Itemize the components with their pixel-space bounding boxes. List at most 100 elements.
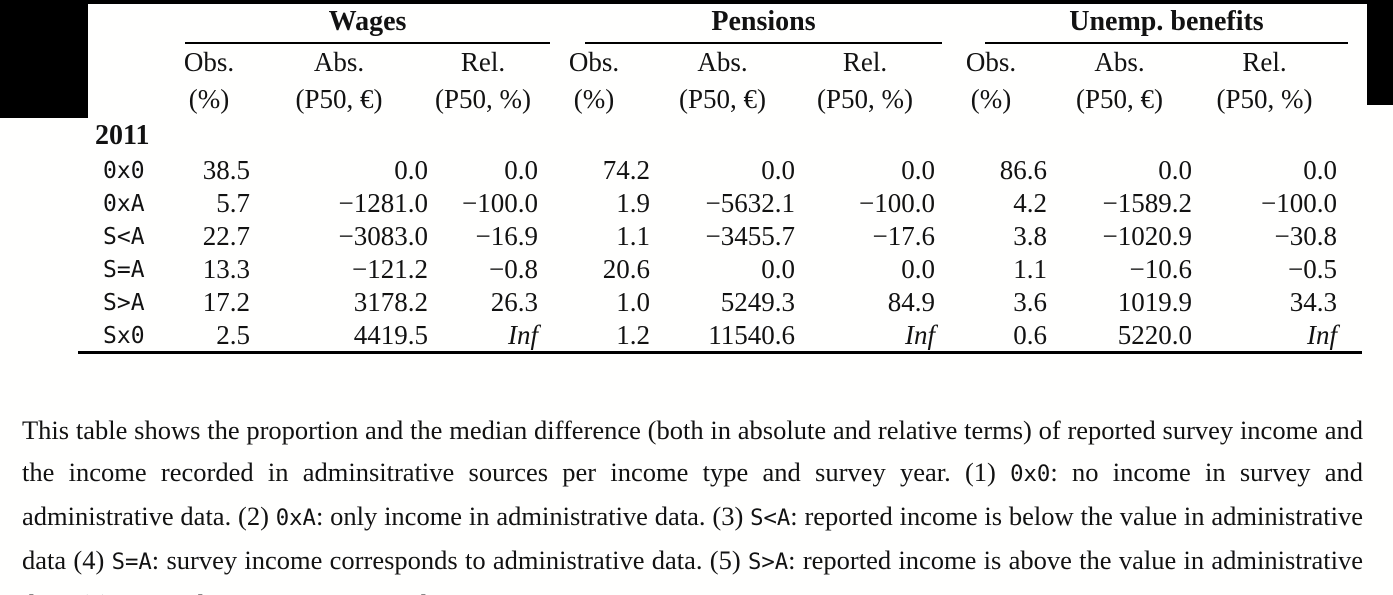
row-label: Sx0 xyxy=(103,322,145,349)
table-cell: 84.9 xyxy=(887,287,935,317)
table-cell: 0.0 xyxy=(901,254,935,284)
column-header-row: Obs. Abs. Rel. Obs. Abs. Rel. Obs. Abs. … xyxy=(78,44,1337,80)
redaction-block-top-left xyxy=(0,0,88,118)
unit-header-row: (%) (P50, €) (P50, %) (%) (P50, €) (P50,… xyxy=(78,80,1337,118)
table-cell: 0.0 xyxy=(1158,155,1192,185)
code-span-S-eq-A: S=A xyxy=(111,548,152,575)
caption-text: : no income in survey and administrative… xyxy=(22,456,1364,531)
code-span-Sx0: Sx0 xyxy=(117,593,157,595)
group-header-unemp-benefits: Unemp. benefits xyxy=(935,4,1348,44)
table-cell: 1.1 xyxy=(1013,254,1047,284)
table-cell: 26.3 xyxy=(490,287,538,317)
caption-text: : reported income is below the value in … xyxy=(22,500,1363,575)
unit-header-p50-eur: (P50, €) xyxy=(679,83,766,114)
table-cell: 17.2 xyxy=(202,287,250,317)
group-header-row: Wages Pensions Unemp. benefits xyxy=(78,4,1348,44)
caption-text: This table shows the proportion and the … xyxy=(22,414,1363,487)
table-cell: 0.0 xyxy=(761,254,795,284)
table-cell: 1.0 xyxy=(616,287,650,317)
table-row: 0xA 5.7 −1281.0 −100.0 1.9 −5632.1 −100.… xyxy=(78,187,1337,220)
table-cell: −0.5 xyxy=(1288,254,1337,284)
table-cell: −100.0 xyxy=(859,188,935,218)
unit-header-pct: (%) xyxy=(573,83,615,114)
col-header-obs: Obs. xyxy=(965,46,1017,77)
table-cell: −1281.0 xyxy=(338,188,428,218)
table-cell: −100.0 xyxy=(1261,188,1337,218)
table-row: 0x0 38.5 0.0 0.0 74.2 0.0 0.0 86.6 0.0 0… xyxy=(78,154,1337,187)
caption-text: : survey income corresponds to administr… xyxy=(151,544,748,575)
caption-text: : reported income is above the value in … xyxy=(22,544,1363,595)
table-cell: Inf xyxy=(1307,320,1337,350)
table-cell: 4.2 xyxy=(1013,188,1047,218)
group-header-pensions: Pensions xyxy=(538,4,942,44)
table-cell: 3.8 xyxy=(1013,221,1047,251)
table-cell: 86.6 xyxy=(999,155,1047,185)
table-cell: 5249.3 xyxy=(720,287,795,317)
table-row: S>A 17.2 3178.2 26.3 1.0 5249.3 84.9 3.6… xyxy=(78,286,1337,319)
caption: This table shows the proportion and the … xyxy=(22,409,1363,595)
table-cell: 11540.6 xyxy=(708,320,795,350)
table-cell: 0.6 xyxy=(1013,320,1047,350)
table-cell: −16.9 xyxy=(475,221,538,251)
code-span-S-gt-A: S>A xyxy=(747,548,789,575)
table-cell: 1019.9 xyxy=(1117,287,1192,317)
redaction-block-top-right xyxy=(1367,0,1393,105)
table-cell: −3083.0 xyxy=(338,221,428,251)
table-cell: Inf xyxy=(508,320,538,350)
table-cell: 3178.2 xyxy=(353,287,428,317)
table-cell: −30.8 xyxy=(1274,221,1337,251)
unit-header-pct: (%) xyxy=(970,83,1012,114)
row-label: 0xA xyxy=(103,190,145,217)
year-row: 2011 xyxy=(78,118,1337,154)
unit-header-p50-pct: (P50, %) xyxy=(817,83,913,114)
results-table: Wages Pensions Unemp. benefits Obs. Abs.… xyxy=(78,4,1348,352)
unit-header-p50-pct: (P50, %) xyxy=(1216,83,1313,114)
col-header-abs: Abs. xyxy=(313,46,365,77)
table-bottom-rule xyxy=(78,351,1362,354)
table-cell: 13.3 xyxy=(202,254,250,284)
spacer-cell xyxy=(78,80,168,118)
col-header-rel: Rel. xyxy=(460,46,506,77)
table-cell: −1020.9 xyxy=(1102,221,1192,251)
group-title-unemp-benefits: Unemp. benefits xyxy=(1069,6,1264,37)
table-cell: 22.7 xyxy=(202,221,250,251)
spacer-cell xyxy=(78,44,168,80)
table-row: S=A 13.3 −121.2 −0.8 20.6 0.0 0.0 1.1 −1… xyxy=(78,253,1337,286)
table-cell: −17.6 xyxy=(872,221,935,251)
table-cell: 0.0 xyxy=(761,155,795,185)
year-label: 2011 xyxy=(95,120,150,151)
table-row: Sx0 2.5 4419.5 Inf 1.2 11540.6 Inf 0.6 5… xyxy=(78,319,1337,352)
col-header-obs: Obs. xyxy=(183,46,235,77)
row-label: S=A xyxy=(103,256,145,283)
table-cell: 3.6 xyxy=(1013,287,1047,317)
table-cell: Inf xyxy=(905,320,935,350)
table-cell: −5632.1 xyxy=(705,188,795,218)
code-span-0xA: 0xA xyxy=(275,504,316,531)
table-cell: −121.2 xyxy=(352,254,428,284)
unit-header-pct: (%) xyxy=(188,83,230,114)
table-cell: 38.5 xyxy=(202,155,250,185)
caption-text: : only income in administrative data. (3… xyxy=(315,500,751,531)
table-row: S<A 22.7 −3083.0 −16.9 1.1 −3455.7 −17.6… xyxy=(78,220,1337,253)
spacer-cell xyxy=(78,4,168,44)
code-span-0x0: 0x0 xyxy=(1010,460,1051,487)
unit-header-p50-eur: (P50, €) xyxy=(295,83,383,114)
table-cell: 0.0 xyxy=(394,155,428,185)
table-cell: 34.3 xyxy=(1289,287,1337,317)
group-title-wages: Wages xyxy=(328,6,407,37)
col-header-abs: Abs. xyxy=(697,46,748,77)
caption-text: : only income in survey data. xyxy=(157,589,465,595)
table-cell: 1.9 xyxy=(616,188,650,218)
table-cell: 0.0 xyxy=(504,155,538,185)
table-cell: 20.6 xyxy=(602,254,650,284)
table-top-rule xyxy=(0,0,1393,4)
table-cell: −100.0 xyxy=(462,188,538,218)
row-label: S<A xyxy=(103,223,145,250)
table-cell: 2.5 xyxy=(216,320,250,350)
table-cell: −3455.7 xyxy=(705,221,795,251)
table-cell: 1.2 xyxy=(616,320,650,350)
code-span-S-lt-A: S<A xyxy=(750,504,791,531)
col-header-abs: Abs. xyxy=(1094,46,1145,77)
group-title-pensions: Pensions xyxy=(711,6,816,37)
